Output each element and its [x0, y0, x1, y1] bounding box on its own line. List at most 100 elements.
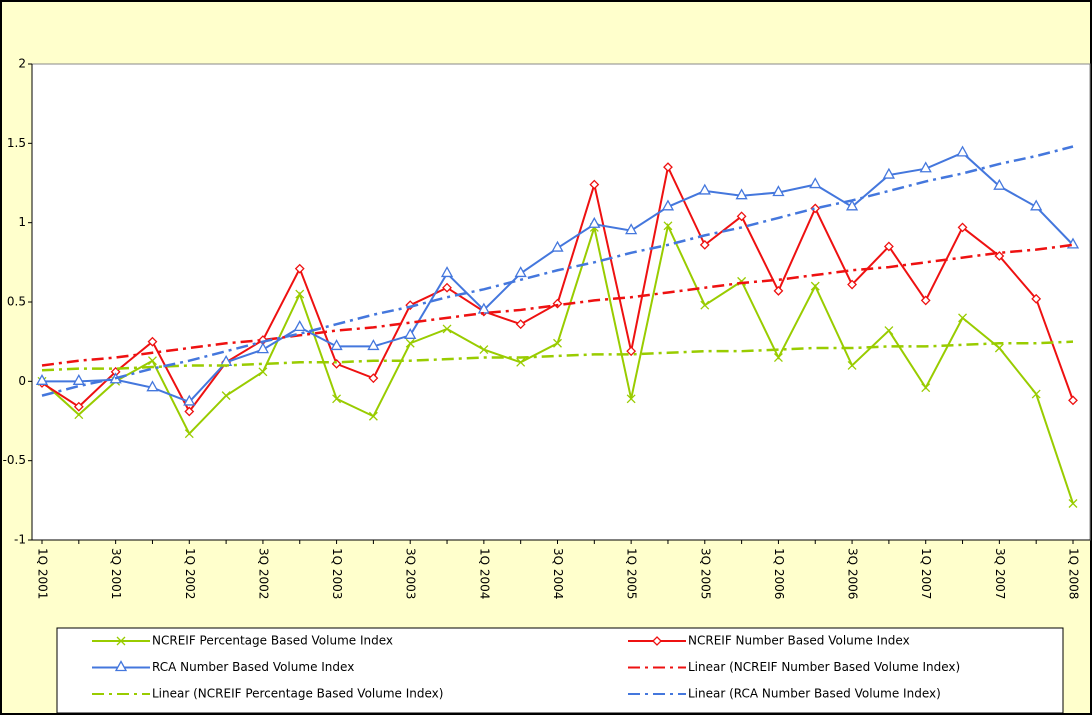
point-marker: [626, 394, 636, 404]
point-marker: [957, 222, 968, 233]
point-marker: [35, 373, 49, 385]
point-marker: [404, 327, 417, 339]
legend-label: Linear (NCREIF Number Based Volume Index…: [688, 660, 960, 674]
x-tick-label: 3Q 2006: [846, 548, 860, 599]
point-marker: [994, 251, 1005, 261]
point-marker: [293, 320, 306, 332]
point-marker: [553, 338, 562, 348]
point-marker: [625, 223, 638, 235]
point-marker: [699, 239, 710, 250]
x-tick-label: 1Q 2001: [36, 548, 50, 599]
point-marker: [700, 300, 710, 310]
point-marker: [735, 188, 748, 200]
legend-marker: [652, 636, 662, 646]
point-marker: [993, 178, 1006, 190]
point-marker: [221, 391, 231, 401]
point-marker: [589, 179, 600, 190]
y-tick-label: 1: [18, 215, 26, 229]
y-tick-label: -0.5: [3, 453, 26, 467]
point-marker: [184, 406, 195, 417]
point-marker: [256, 342, 270, 354]
point-marker: [626, 346, 637, 357]
point-marker: [552, 298, 563, 309]
point-marker: [146, 380, 159, 392]
trend-line: [41, 145, 1074, 397]
point-marker: [515, 319, 526, 330]
x-tick-label: 1Q 2006: [772, 548, 786, 599]
x-tick-label: 1Q 2003: [330, 548, 344, 599]
y-tick-label: -1: [14, 533, 26, 547]
y-tick-label: 2: [18, 57, 26, 71]
point-marker: [663, 162, 673, 173]
point-marker: [367, 339, 380, 351]
point-marker: [330, 339, 343, 351]
point-marker: [516, 357, 526, 367]
point-marker: [921, 383, 931, 393]
legend-label: NCREIF Number Based Volume Index: [688, 634, 910, 648]
point-marker: [1068, 395, 1078, 406]
point-marker: [994, 343, 1004, 353]
point-marker: [551, 240, 564, 252]
point-marker: [294, 263, 305, 274]
point-marker: [295, 289, 305, 299]
point-marker: [368, 411, 378, 421]
x-tick-label: 1Q 2002: [183, 548, 197, 599]
point-marker: [772, 185, 785, 197]
y-tick-label: 0: [18, 374, 26, 388]
x-tick-label: 1Q 2008: [1067, 548, 1081, 599]
legend-label: Linear (NCREIF Percentage Based Volume I…: [152, 687, 443, 701]
x-tick-label: 3Q 2007: [993, 548, 1007, 599]
point-marker: [442, 282, 452, 293]
legend-label: RCA Number Based Volume Index: [152, 660, 354, 674]
point-marker: [405, 338, 415, 348]
point-marker: [73, 401, 84, 412]
point-marker: [1031, 389, 1041, 399]
point-marker: [920, 295, 931, 306]
x-tick-label: 3Q 2003: [404, 548, 418, 599]
point-marker: [661, 199, 675, 211]
point-marker: [809, 177, 822, 189]
x-tick-label: 1Q 2005: [625, 548, 639, 599]
point-marker: [514, 266, 527, 278]
point-marker: [810, 203, 821, 214]
x-tick-label: 3Q 2002: [256, 548, 270, 599]
point-marker: [882, 167, 895, 179]
point-marker: [919, 161, 932, 173]
legend: [56, 627, 1064, 714]
point-marker: [148, 356, 157, 366]
plot-area: [31, 63, 1091, 541]
x-tick-label: 3Q 2004: [551, 548, 565, 599]
point-marker: [72, 373, 85, 385]
point-marker: [773, 353, 783, 362]
trend-line: [41, 340, 1074, 372]
point-marker: [479, 345, 489, 355]
point-marker: [74, 410, 84, 420]
trend-line: [41, 243, 1074, 367]
point-marker: [368, 373, 379, 384]
point-marker: [258, 367, 268, 377]
point-marker: [883, 241, 894, 252]
point-marker: [440, 266, 454, 278]
x-tick-label: 1Q 2004: [477, 548, 491, 599]
point-marker: [663, 221, 673, 231]
x-tick-label: 1Q 2007: [919, 548, 933, 599]
point-marker: [847, 279, 857, 290]
point-marker: [332, 394, 342, 404]
point-marker: [847, 361, 857, 370]
point-marker: [956, 145, 969, 157]
x-tick-label: 3Q 2001: [109, 548, 123, 599]
point-marker: [442, 324, 452, 334]
point-marker: [884, 326, 894, 336]
y-tick-label: 0.5: [7, 295, 26, 309]
point-marker: [1031, 293, 1042, 304]
point-marker: [588, 216, 601, 228]
point-marker: [810, 281, 820, 291]
point-marker: [736, 211, 747, 222]
x-tick-label: 3Q 2005: [698, 548, 712, 599]
point-marker: [477, 302, 490, 314]
point-marker: [184, 429, 194, 439]
y-tick-label: 1.5: [7, 136, 26, 150]
point-marker: [1030, 199, 1043, 211]
legend-label: Linear (RCA Number Based Volume Index): [688, 687, 941, 701]
